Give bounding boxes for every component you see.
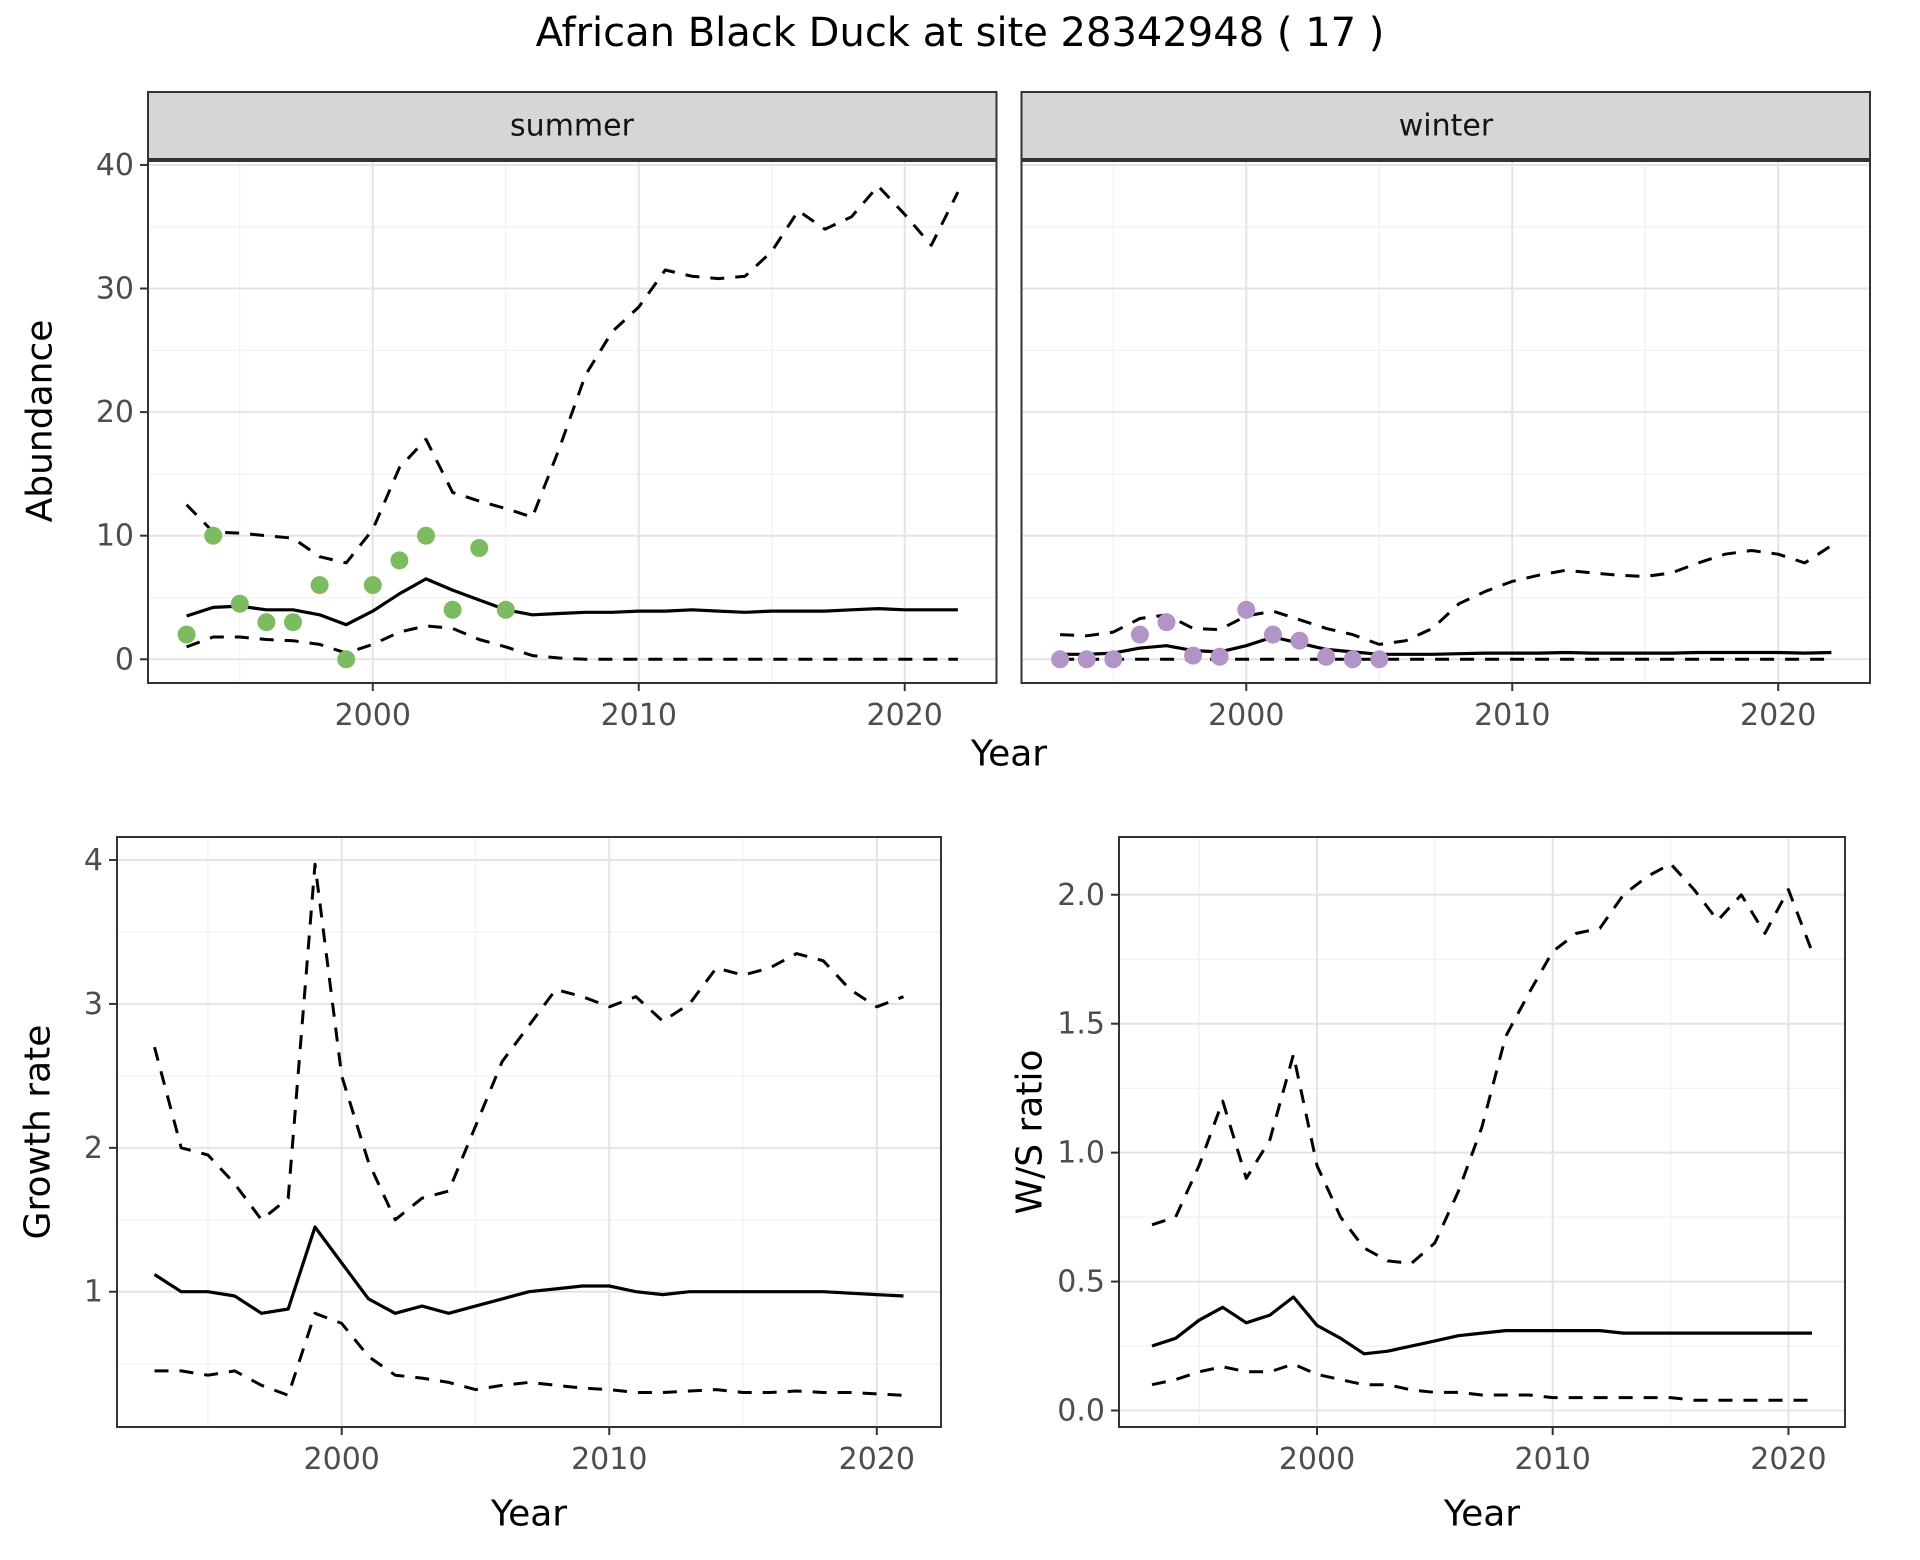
y-tick-label: 30	[96, 272, 134, 307]
observation-point	[1104, 650, 1123, 669]
observation-point	[204, 526, 223, 545]
upper-ci-line	[153, 862, 905, 1222]
y-tick-label: 4	[84, 843, 103, 878]
y-tick-label: 1	[84, 1275, 103, 1310]
upper-ci-line	[1151, 862, 1814, 1265]
x-tick-label: 2020	[1750, 1442, 1826, 1477]
observation-point	[363, 576, 382, 595]
observation-point	[1263, 625, 1282, 644]
y-axis-label-ws-ratio: W/S ratio	[1009, 1049, 1051, 1215]
facet-strip-label-winter: winter	[1398, 108, 1494, 144]
chart-title: African Black Duck at site 28342948 ( 17…	[535, 10, 1385, 56]
y-axis-label-growth-rate: Growth rate	[17, 1024, 59, 1240]
median-line	[186, 577, 958, 627]
x-axis-label-year-bottom-left: Year	[490, 1493, 568, 1535]
facet-strip	[147, 91, 998, 161]
x-tick-label: 2010	[1515, 1442, 1591, 1477]
observation-point	[257, 613, 276, 632]
panel-border	[1118, 836, 1846, 1428]
y-tick-label: 10	[96, 519, 134, 554]
upper-ci-line	[1060, 544, 1833, 646]
x-tick-label: 2020	[839, 1442, 915, 1477]
observation-point	[470, 539, 489, 557]
x-tick-label: 2010	[571, 1442, 647, 1477]
observation-point	[390, 551, 409, 570]
observation-point	[284, 613, 302, 632]
observation-point	[177, 625, 196, 644]
observation-point	[1077, 650, 1096, 669]
facet-strip-label-summer: summer	[510, 108, 634, 144]
panel-growth-rate: 2000 2010 2020 1 2 3 4	[84, 836, 942, 1477]
panel-border	[116, 836, 942, 1428]
median-line	[1151, 1295, 1812, 1356]
panel-abundance-summer: 2000 2010 2020 0 10 20 30 40	[96, 91, 998, 733]
x-tick-label: 2020	[1740, 698, 1816, 733]
panel-abundance-winter: 2000 2010 2020	[1020, 91, 1871, 733]
x-tick-label: 2000	[1208, 698, 1284, 733]
observation-point	[1157, 613, 1176, 632]
y-tick-label: 1.5	[1057, 1007, 1105, 1042]
y-axis-label-abundance: Abundance	[19, 319, 61, 523]
observation-point	[443, 600, 462, 619]
observation-point	[1290, 631, 1309, 650]
y-tick-label: 2.0	[1057, 878, 1105, 913]
y-tick-label: 40	[96, 148, 134, 183]
x-tick-label: 2010	[1474, 698, 1550, 733]
lower-ci-line	[154, 1311, 904, 1397]
lower-ci-line	[186, 624, 958, 661]
observation-point	[1370, 650, 1389, 669]
panel-background	[1119, 837, 1845, 1427]
y-tick-label: 3	[84, 987, 103, 1022]
x-tick-label: 2010	[601, 698, 677, 733]
y-tick-label: 0	[115, 642, 134, 677]
lower-ci-line	[1151, 1362, 1812, 1402]
upper-ci-line	[185, 184, 960, 565]
observation-point	[1210, 647, 1229, 666]
observation-point	[337, 650, 356, 669]
observation-point	[1343, 650, 1362, 669]
observation-point	[1237, 600, 1256, 619]
y-tick-label: 20	[96, 395, 134, 430]
y-tick-label: 0.5	[1057, 1265, 1105, 1300]
observation-point	[417, 526, 435, 545]
observation-point	[496, 600, 515, 619]
x-tick-label: 2000	[335, 698, 411, 733]
observation-point	[1317, 647, 1336, 666]
x-tick-label: 2000	[304, 1442, 380, 1477]
y-tick-label: 1.0	[1057, 1136, 1105, 1171]
x-tick-label: 2000	[1279, 1442, 1355, 1477]
y-tick-label: 2	[84, 1131, 103, 1166]
panel-background	[1021, 160, 1870, 683]
observation-point	[1184, 646, 1203, 665]
observation-point	[310, 576, 329, 595]
y-tick-label: 0.0	[1057, 1393, 1105, 1428]
panel-background	[148, 160, 997, 683]
x-axis-label-year-top: Year	[970, 733, 1048, 775]
median-line	[153, 1225, 904, 1315]
panel-background	[117, 837, 941, 1427]
facet-strip	[1020, 91, 1871, 161]
x-axis-label-year-bottom-right: Year	[1443, 1493, 1521, 1535]
observation-point	[230, 594, 249, 613]
panel-ws-ratio: 2000 2010 2020 0.0 0.5 1.0 1.5 2.0	[1057, 836, 1846, 1477]
observation-point	[1051, 650, 1070, 669]
observation-point	[1130, 625, 1149, 644]
x-tick-label: 2020	[867, 698, 943, 733]
